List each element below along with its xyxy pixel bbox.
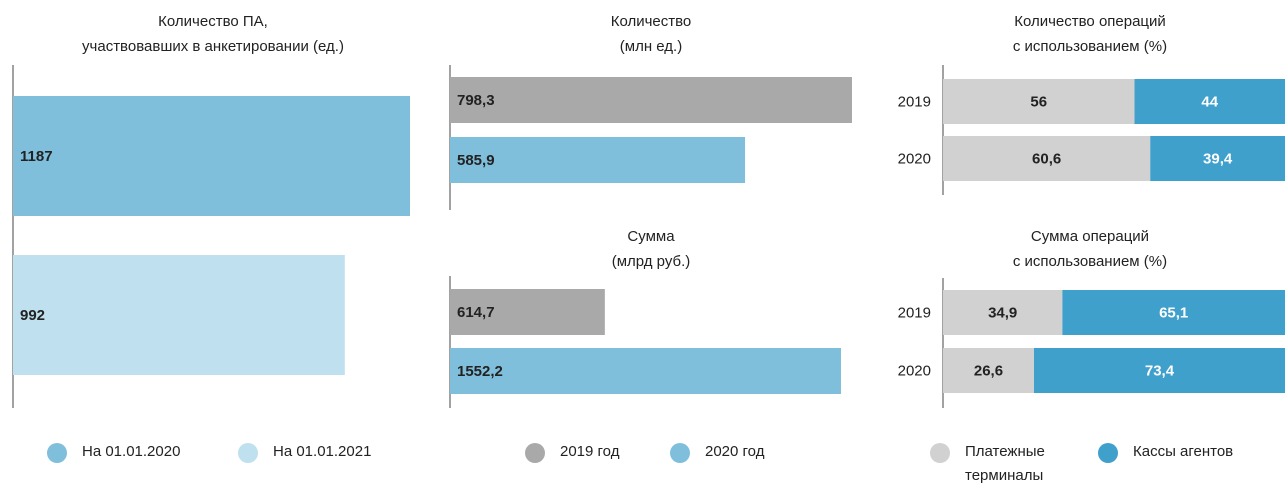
bar-segment <box>1033 348 1285 393</box>
chart-title: Количество ПА, <box>158 13 268 30</box>
value-label: 44 <box>1201 93 1218 110</box>
bar <box>450 289 605 335</box>
value-label: 39,4 <box>1203 150 1233 167</box>
value-label: 56 <box>1030 93 1047 110</box>
legend-marker <box>670 443 690 463</box>
y-tick-label: 2019 <box>898 93 931 110</box>
legend-marker <box>238 443 258 463</box>
chart-title: с использованием (%) <box>1013 38 1167 55</box>
value-label: 34,9 <box>988 304 1017 321</box>
legend-label: На 01.01.2021 <box>273 443 372 460</box>
bar <box>450 77 852 123</box>
legend-label: На 01.01.2020 <box>82 443 181 460</box>
legend-marker <box>47 443 67 463</box>
legend-label: Кассы агентов <box>1133 443 1234 460</box>
value-label: 798,3 <box>457 92 495 109</box>
bar-segment <box>943 290 1063 335</box>
bar <box>13 96 410 216</box>
chart-title: Количество <box>611 13 692 30</box>
value-label: 614,7 <box>457 304 495 321</box>
chart-title: Количество операций <box>1014 13 1166 30</box>
y-tick-label: 2019 <box>898 304 931 321</box>
value-label: 60,6 <box>1032 150 1061 167</box>
chart-title: (млрд руб.) <box>612 253 691 270</box>
bar-segment <box>1150 136 1285 181</box>
value-label: 1552,2 <box>457 363 503 380</box>
legend-label: Платежные терминалы <box>965 443 1045 484</box>
bar <box>13 255 345 375</box>
legend-marker <box>1098 443 1118 463</box>
bar-segment <box>943 79 1135 124</box>
bar-segment <box>1134 79 1285 124</box>
chart-title: (млн ед.) <box>620 38 682 55</box>
value-label: 992 <box>20 307 45 324</box>
chart-title: с использованием (%) <box>1013 253 1167 270</box>
value-label: 65,1 <box>1159 304 1188 321</box>
value-label: 1187 <box>20 148 53 165</box>
chart-title: Сумма операций <box>1031 228 1149 245</box>
y-tick-label: 2020 <box>898 150 931 167</box>
chart-title: участвовавших в анкетировании (ед.) <box>82 38 344 55</box>
legend-marker <box>525 443 545 463</box>
value-label: 585,9 <box>457 152 495 169</box>
legend-marker <box>930 443 950 463</box>
y-tick-label: 2020 <box>898 362 931 379</box>
value-label: 26,6 <box>974 362 1003 379</box>
bar-segment <box>943 348 1034 393</box>
bar <box>450 348 841 394</box>
legend-label: 2019 год <box>560 443 620 460</box>
bar-segment <box>943 136 1151 181</box>
bar-segment <box>1062 290 1285 335</box>
legend-label: 2020 год <box>705 443 765 460</box>
chart-title: Сумма <box>627 228 675 245</box>
bar <box>450 137 746 183</box>
value-label: 73,4 <box>1145 362 1175 379</box>
